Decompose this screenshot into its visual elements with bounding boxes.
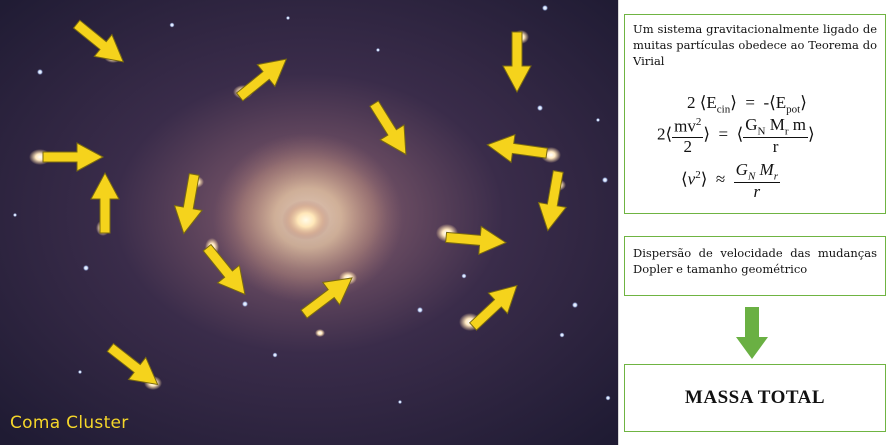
field-stars	[13, 5, 611, 404]
coma-cluster-image: Coma Cluster	[0, 0, 619, 445]
doppler-description: Dispersão de velocidade das mudanças Dop…	[633, 246, 877, 276]
down-arrow-icon	[736, 307, 768, 359]
image-caption: Coma Cluster	[10, 413, 129, 433]
galaxy-field	[0, 0, 618, 445]
fraction-gm-over-r: GN Mr r	[733, 160, 780, 202]
equation-kinetic-potential: 2 ⟨Ecin⟩ = -⟨Epot⟩	[687, 93, 807, 116]
fraction-mv2-over-2: mv2 2	[672, 115, 704, 156]
total-mass-label: MASSA TOTAL	[684, 387, 826, 408]
virial-description: Um sistema gravitacionalmente ligado de …	[633, 22, 877, 68]
virial-theorem-box: Um sistema gravitacionalmente ligado de …	[624, 14, 886, 214]
equation-velocity: 2⟨ mv2 2 ⟩ = ⟨ GN Mr m r ⟩	[657, 115, 815, 157]
doppler-dispersion-box: Dispersão de velocidade das mudanças Dop…	[624, 236, 886, 296]
equation-dispersion: ⟨ν2⟩ ≈ GN Mr r	[681, 160, 780, 202]
central-galaxy	[282, 200, 330, 240]
total-mass-box: MASSA TOTAL	[624, 364, 886, 432]
